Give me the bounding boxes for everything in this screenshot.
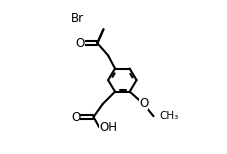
- Text: O: O: [76, 37, 85, 50]
- Text: OH: OH: [99, 121, 117, 134]
- Text: O: O: [139, 97, 148, 110]
- Text: CH₃: CH₃: [160, 111, 179, 121]
- Text: Br: Br: [71, 12, 84, 25]
- Text: O: O: [71, 111, 80, 124]
